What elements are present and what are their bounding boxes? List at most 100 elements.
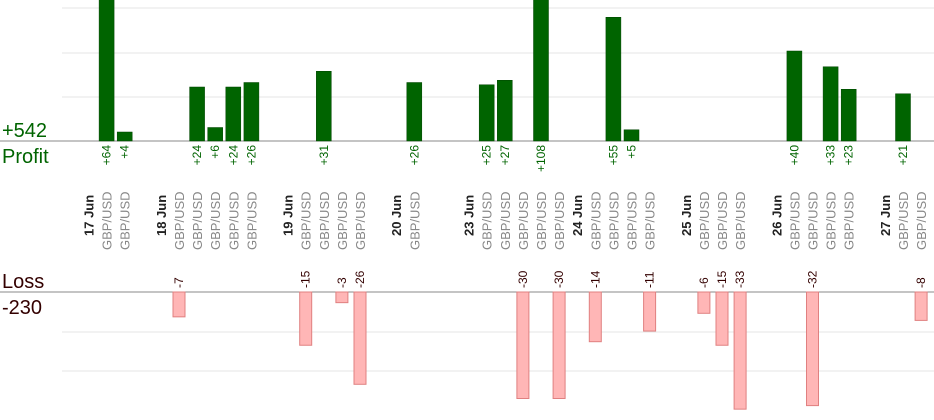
pair-label: GBP/USD [914, 191, 929, 250]
pair-label: GBP/USD [317, 191, 332, 250]
date-label: 23 Jun [462, 195, 477, 236]
date-label: 25 Jun [679, 195, 694, 236]
pair-label: GBP/USD [588, 191, 603, 250]
profit-bar [98, 0, 115, 142]
trade-value-label: -30 [516, 270, 530, 288]
trade-value-label: +26 [407, 145, 421, 166]
trade-value-label: +4 [118, 145, 132, 159]
loss-bar [172, 291, 186, 318]
loss-bar [335, 291, 349, 304]
loss-bar [914, 291, 928, 321]
trade-value-label: -30 [552, 270, 566, 288]
profit-bar [497, 80, 513, 142]
trade-value-label: +26 [244, 145, 258, 166]
profit-label: Profit [2, 146, 49, 168]
pair-label: GBP/USD [896, 191, 911, 250]
loss-bar [643, 291, 657, 332]
trade-value-label: +21 [896, 145, 910, 166]
trade-value-labels: +64 +4 -7 +24 +6 +24 +26 -15 +31 -3 -26 +26 +25 +27 -3… [100, 145, 928, 288]
date-labels: 17 Jun 18 Jun 19 Jun 20 Jun 23 Jun 24 Jun 25 J… [82, 195, 893, 236]
trade-value-label: +64 [100, 145, 114, 166]
trade-value-label: -3 [335, 277, 349, 288]
pair-labels: GBP/USD GBP/USD GBP/USD GBP/USD GBP/USD GBP/U… [100, 191, 929, 250]
profit-bar [406, 82, 423, 142]
loss-bar [299, 291, 313, 346]
pair-label: GBP/USD [806, 191, 821, 250]
pair-label: GBP/USD [118, 191, 133, 250]
loss-bar [588, 291, 602, 343]
trade-value-label: +24 [190, 145, 204, 166]
profit-bar [822, 66, 839, 142]
trade-value-label: +31 [317, 145, 331, 166]
pair-label: GBP/USD [842, 191, 857, 250]
profit-bar [225, 86, 242, 142]
loss-bar [516, 291, 530, 399]
trade-value-label: +6 [208, 145, 222, 159]
loss-bar [353, 291, 367, 385]
pair-label: GBP/USD [625, 191, 640, 250]
trade-value-label: +23 [842, 145, 856, 166]
pair-label: GBP/USD [516, 191, 531, 250]
trade-value-label: +5 [625, 145, 639, 159]
profit-bar [207, 127, 223, 142]
loss-bar [733, 291, 747, 410]
trade-value-label: +108 [534, 145, 548, 172]
profit-bar [316, 71, 332, 142]
profit-bar [533, 0, 549, 142]
date-label: 18 Jun [154, 195, 169, 236]
pair-label: GBP/USD [480, 191, 495, 250]
pair-label: GBP/USD [643, 191, 658, 250]
trade-value-label: +27 [498, 145, 512, 166]
trade-value-label: -15 [715, 270, 729, 288]
pair-label: GBP/USD [100, 191, 115, 250]
trade-value-label: -7 [172, 277, 186, 288]
date-label: 26 Jun [769, 195, 784, 236]
date-label: 20 Jun [389, 195, 404, 236]
trade-value-label: -8 [914, 277, 928, 288]
profit-bar [895, 93, 911, 142]
pair-label: GBP/USD [552, 191, 567, 250]
pair-label: GBP/USD [787, 191, 802, 250]
loss-bar [715, 291, 729, 346]
trade-value-label: +40 [787, 145, 801, 166]
date-label: 19 Jun [281, 195, 296, 236]
loss-total: -230 [2, 297, 42, 319]
pair-label: GBP/USD [498, 191, 513, 250]
profit-bar [116, 131, 133, 142]
pair-label: GBP/USD [733, 191, 748, 250]
pair-label: GBP/USD [335, 191, 350, 250]
pair-label: GBP/USD [299, 191, 314, 250]
trade-value-label: +33 [824, 145, 838, 166]
trade-value-label: -14 [588, 270, 602, 288]
trade-value-label: -15 [299, 270, 313, 288]
trade-value-label: +25 [480, 145, 494, 166]
grid-lines [62, 7, 934, 372]
profit-bar [605, 17, 622, 142]
pair-label: GBP/USD [353, 191, 368, 250]
date-label: 17 Jun [82, 195, 97, 236]
profit-bar [623, 129, 640, 142]
pair-label: GBP/USD [606, 191, 621, 250]
loss-bar [697, 291, 711, 314]
profit-bar [840, 89, 857, 142]
date-label: 27 Jun [878, 195, 893, 236]
pair-label: GBP/USD [407, 191, 422, 250]
loss-bar [552, 291, 566, 399]
trade-value-label: -11 [643, 271, 657, 288]
pair-label: GBP/USD [715, 191, 730, 250]
pair-label: GBP/USD [190, 191, 205, 250]
date-label: 24 Jun [570, 195, 585, 236]
trade-value-label: -32 [806, 270, 820, 288]
trade-value-label: -6 [697, 277, 711, 288]
pair-label: GBP/USD [697, 191, 712, 250]
pair-label: GBP/USD [208, 191, 223, 250]
profit-bar [478, 84, 495, 142]
pair-label: GBP/USD [226, 191, 241, 250]
profit-bar [786, 50, 803, 142]
chart-axes [0, 140, 934, 293]
trade-value-label: -33 [733, 270, 747, 288]
trade-value-label: -26 [353, 270, 367, 288]
trade-bars [98, 0, 928, 410]
pair-label: GBP/USD [172, 191, 187, 250]
